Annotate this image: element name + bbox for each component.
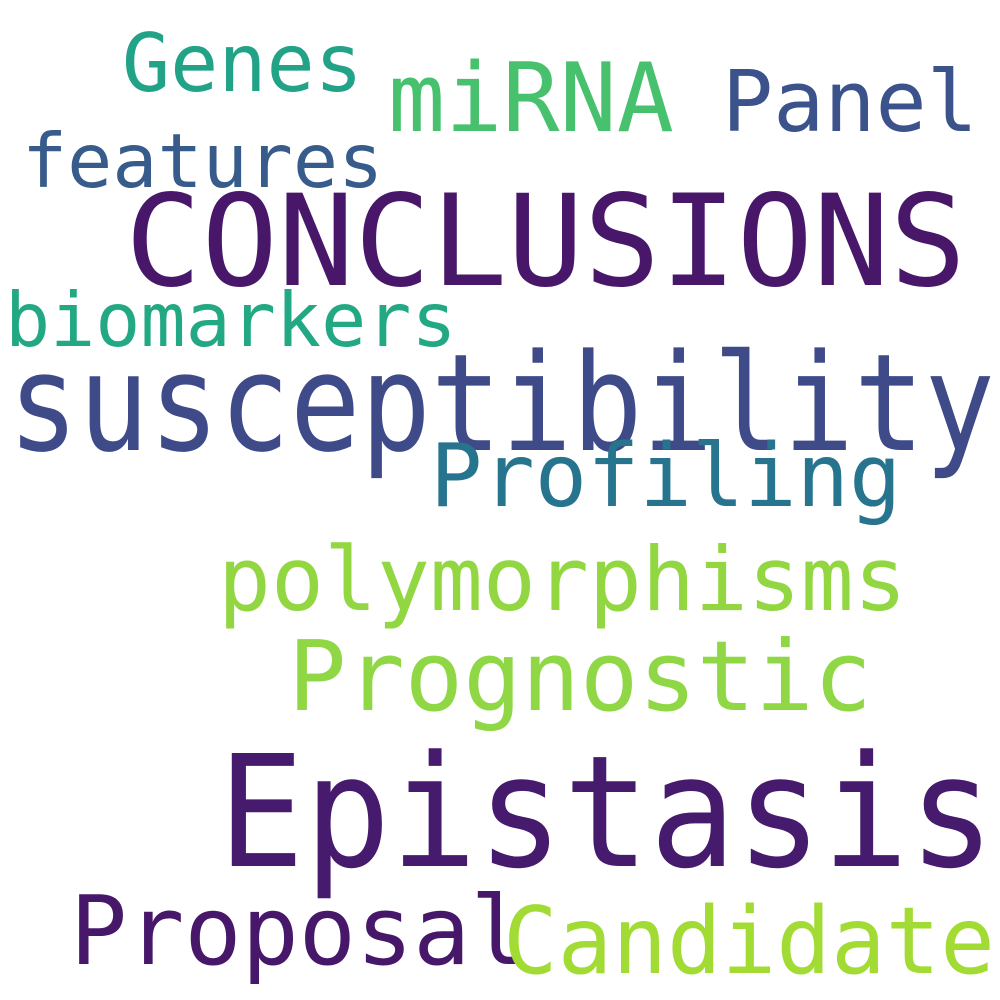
word-proposal: Proposal [70, 877, 528, 987]
word-features: features [22, 117, 384, 205]
word-panel: Panel [722, 53, 978, 152]
word-conclusions: CONCLUSIONS [125, 167, 967, 315]
word-biomarkers: biomarkers [5, 276, 457, 364]
word-candidate: Candidate [503, 887, 995, 995]
word-profiling: Profiling [430, 425, 902, 527]
word-susceptibility: susceptibility [8, 325, 995, 482]
word-genes: Genes [122, 17, 363, 110]
word-prognostic: Prognostic [288, 620, 872, 733]
word-polymorphisms: polymorphisms [218, 528, 907, 631]
word-mirna: miRNA [388, 44, 674, 154]
word-epistasis: Epistasis [218, 722, 995, 903]
